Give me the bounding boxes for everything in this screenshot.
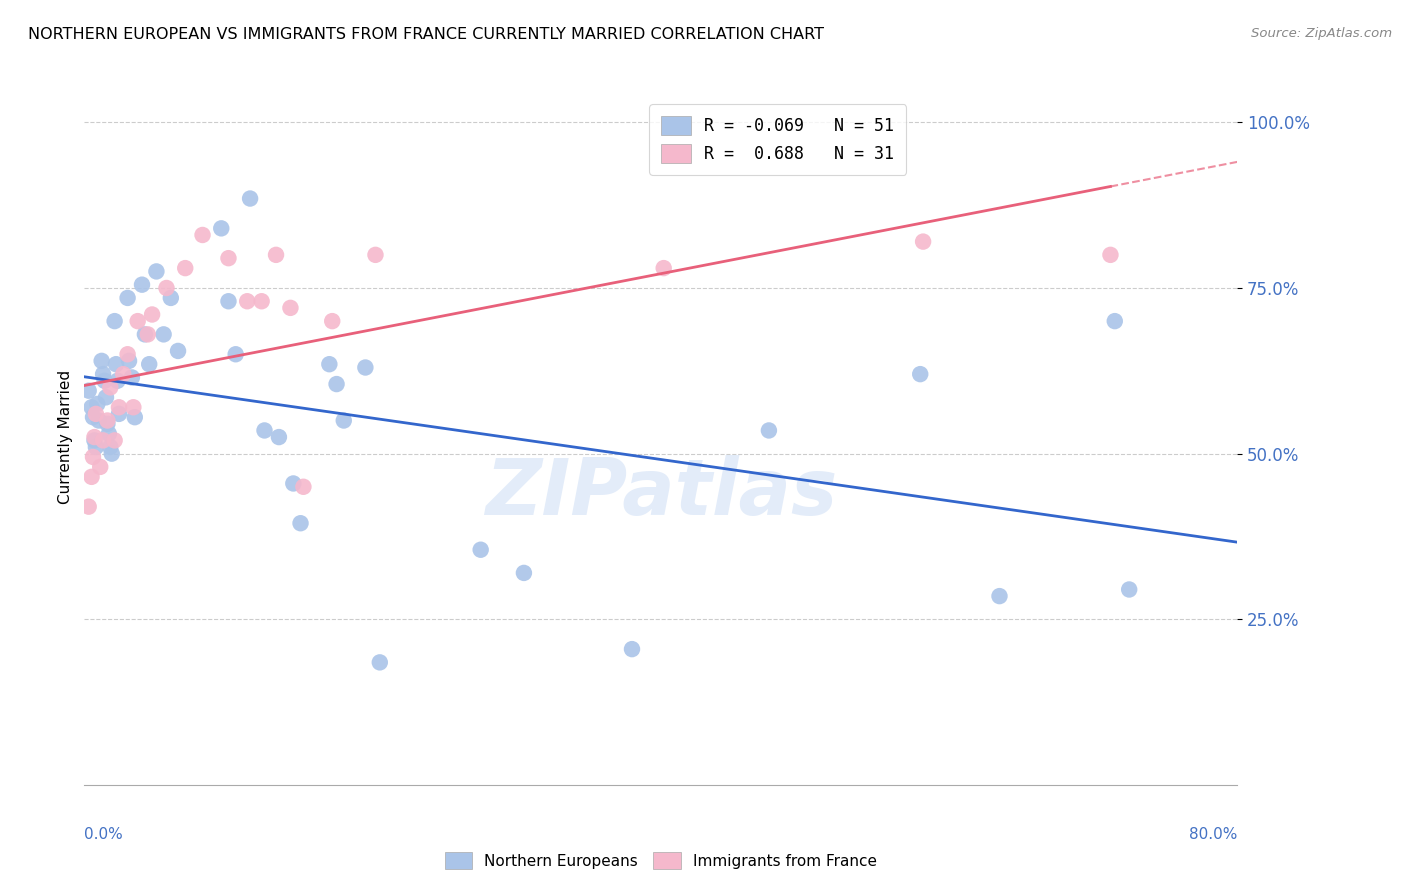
Point — [280, 301, 302, 315]
Point — [94, 390, 117, 404]
Point — [283, 476, 305, 491]
Point — [191, 227, 214, 242]
Point — [290, 516, 312, 531]
Point — [145, 264, 167, 278]
Point — [84, 407, 107, 421]
Point — [333, 413, 356, 427]
Point — [98, 380, 121, 394]
Point — [253, 424, 276, 438]
Point — [1099, 248, 1122, 262]
Point — [117, 347, 139, 361]
Point — [1118, 582, 1140, 597]
Point — [131, 277, 153, 292]
Point — [134, 327, 156, 342]
Point — [77, 500, 100, 514]
Point — [1104, 314, 1126, 328]
Point — [117, 291, 139, 305]
Text: 0.0%: 0.0% — [84, 827, 124, 842]
Point — [90, 354, 112, 368]
Point — [236, 294, 259, 309]
Point — [225, 347, 247, 361]
Point — [136, 327, 159, 342]
Point — [652, 261, 675, 276]
Point — [138, 357, 160, 371]
Point — [82, 450, 104, 464]
Point — [250, 294, 273, 309]
Point — [621, 642, 644, 657]
Point — [470, 542, 492, 557]
Legend: Northern Europeans, Immigrants from France: Northern Europeans, Immigrants from Fran… — [439, 846, 883, 875]
Point — [84, 440, 107, 454]
Y-axis label: Currently Married: Currently Married — [58, 370, 73, 504]
Point — [910, 367, 932, 381]
Point — [321, 314, 343, 328]
Point — [758, 424, 780, 438]
Point — [104, 314, 127, 328]
Point — [174, 261, 197, 276]
Point — [318, 357, 340, 371]
Point — [167, 343, 190, 358]
Point — [80, 401, 103, 415]
Point — [209, 221, 232, 235]
Point — [141, 308, 163, 322]
Point — [124, 410, 146, 425]
Point — [152, 327, 174, 342]
Point — [218, 294, 240, 309]
Point — [108, 407, 131, 421]
Point — [364, 248, 387, 262]
Point — [86, 397, 108, 411]
Point — [108, 401, 131, 415]
Point — [267, 430, 290, 444]
Point — [988, 589, 1011, 603]
Point — [292, 480, 315, 494]
Text: 80.0%: 80.0% — [1189, 827, 1237, 842]
Point — [354, 360, 377, 375]
Point — [155, 281, 177, 295]
Point — [127, 314, 149, 328]
Point — [264, 248, 287, 262]
Point — [83, 430, 105, 444]
Point — [325, 377, 347, 392]
Point — [912, 235, 935, 249]
Point — [118, 354, 141, 368]
Point — [98, 440, 121, 454]
Point — [368, 656, 391, 670]
Point — [121, 370, 143, 384]
Text: Source: ZipAtlas.com: Source: ZipAtlas.com — [1251, 27, 1392, 40]
Text: NORTHERN EUROPEAN VS IMMIGRANTS FROM FRANCE CURRENTLY MARRIED CORRELATION CHART: NORTHERN EUROPEAN VS IMMIGRANTS FROM FRA… — [28, 27, 824, 42]
Point — [93, 374, 115, 388]
Point — [513, 566, 536, 580]
Point — [83, 434, 105, 448]
Point — [97, 426, 120, 441]
Point — [104, 434, 127, 448]
Point — [80, 470, 103, 484]
Point — [91, 367, 114, 381]
Point — [100, 447, 122, 461]
Point — [96, 413, 118, 427]
Point — [77, 384, 100, 398]
Point — [122, 401, 145, 415]
Legend: R = -0.069   N = 51, R =  0.688   N = 31: R = -0.069 N = 51, R = 0.688 N = 31 — [650, 104, 905, 175]
Point — [89, 459, 111, 474]
Point — [160, 291, 183, 305]
Point — [218, 251, 240, 265]
Point — [112, 367, 135, 381]
Point — [82, 410, 104, 425]
Point — [105, 357, 128, 371]
Point — [96, 417, 118, 431]
Point — [87, 413, 110, 427]
Text: ZIPatlas: ZIPatlas — [485, 455, 837, 531]
Point — [107, 374, 129, 388]
Point — [239, 192, 262, 206]
Point — [91, 434, 114, 448]
